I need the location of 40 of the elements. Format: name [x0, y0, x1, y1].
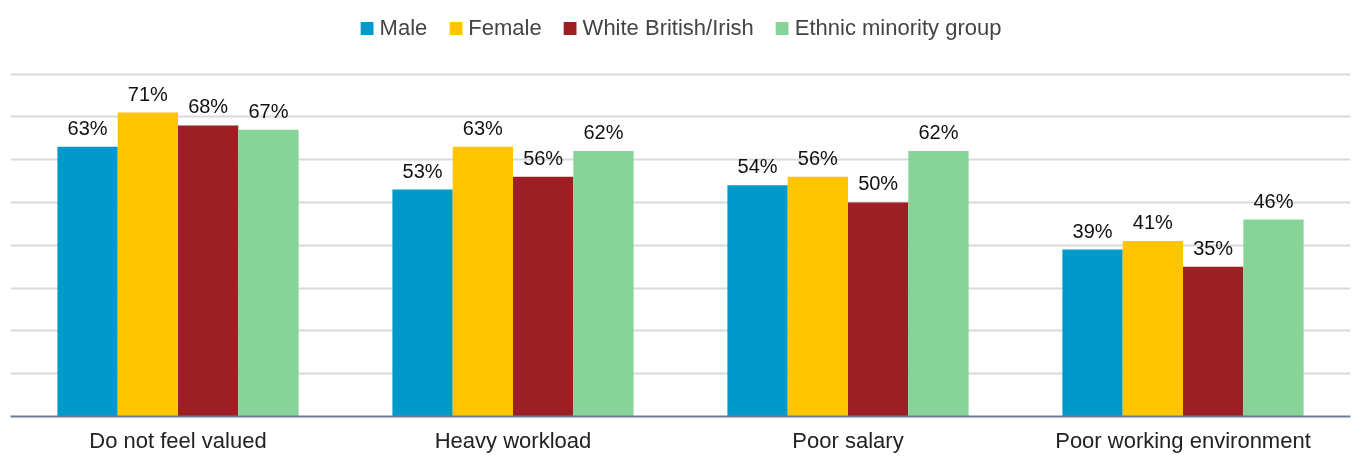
x-tick-label: Poor salary — [792, 427, 904, 453]
data-label: 62% — [918, 121, 959, 144]
bar — [392, 189, 453, 417]
bar — [117, 112, 178, 417]
data-label: 41% — [1132, 210, 1174, 233]
bar — [238, 129, 299, 417]
data-label: 62% — [583, 121, 624, 144]
legend-label: Female — [468, 15, 542, 41]
bar — [1122, 240, 1183, 417]
legend-label: Ethnic minority group — [794, 15, 1002, 41]
bar — [57, 146, 118, 417]
bar — [1243, 219, 1304, 417]
data-label: 63% — [462, 116, 504, 139]
data-label: 54% — [737, 155, 778, 178]
x-tick-label: Poor working environment — [1055, 427, 1311, 453]
data-label: 39% — [1072, 219, 1113, 242]
x-tick-label: Do not feel valued — [89, 427, 267, 453]
data-label: 35% — [1193, 236, 1234, 259]
data-label: 67% — [248, 99, 289, 122]
bar — [573, 151, 634, 417]
data-label: 71% — [127, 82, 169, 105]
data-label: 46% — [1253, 189, 1294, 212]
data-label: 56% — [523, 146, 564, 169]
data-label: 53% — [402, 159, 443, 182]
bar — [1183, 266, 1244, 417]
bar — [848, 202, 909, 417]
data-label: 63% — [67, 116, 108, 139]
data-label: 50% — [858, 172, 899, 195]
legend-label: White British/Irish — [582, 15, 754, 41]
bar — [908, 151, 969, 417]
data-label: 56% — [797, 146, 839, 169]
bar — [178, 125, 239, 417]
bar — [1062, 249, 1123, 417]
bar — [452, 146, 513, 417]
bar — [727, 185, 788, 417]
bar — [787, 176, 848, 417]
x-tick-label: Heavy workload — [434, 427, 592, 453]
data-label: 68% — [188, 95, 229, 118]
bar — [513, 176, 574, 417]
legend-label: Male — [379, 15, 428, 41]
